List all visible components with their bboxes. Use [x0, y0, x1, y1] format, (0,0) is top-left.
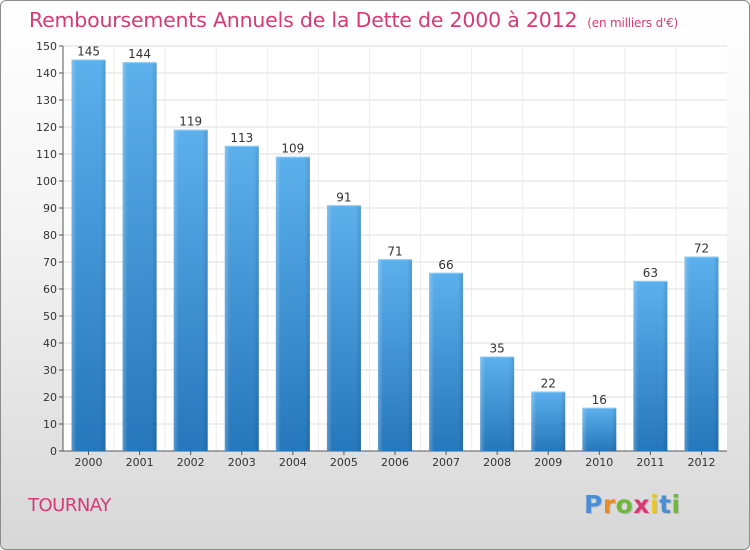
bar-shading [633, 280, 668, 451]
x-tick-label: 2007 [432, 456, 460, 469]
bars [71, 59, 719, 451]
y-tick-label: 140 [36, 67, 57, 80]
logo-letter: t [659, 490, 672, 519]
y-tick-label: 90 [43, 202, 57, 215]
data-label: 71 [387, 244, 402, 258]
y-tick-label: 80 [43, 229, 57, 242]
y-tick-label: 120 [36, 121, 57, 134]
data-label: 91 [336, 190, 351, 204]
logo-letter: i [671, 490, 681, 519]
x-tick-label: 2011 [636, 456, 664, 469]
y-tick-label: 10 [43, 418, 57, 431]
logo-letter: i [650, 490, 660, 519]
chart-title-text: Remboursements Annuels de la Dette de 20… [29, 8, 578, 32]
x-tick-label: 2001 [126, 456, 154, 469]
data-label: 113 [230, 131, 253, 145]
x-tick-labels: 2000 2001 2002 2003 2004 2005 2006 2007 2008 2009… [75, 456, 716, 469]
bar-shading [429, 272, 464, 451]
y-tick-label: 130 [36, 94, 57, 107]
data-label: 109 [281, 142, 304, 156]
bar-shading [275, 156, 310, 451]
x-tick-label: 2012 [687, 456, 715, 469]
data-label: 119 [179, 115, 202, 129]
x-tick-label: 2006 [381, 456, 409, 469]
bar-shading [684, 256, 719, 451]
data-label: 72 [694, 242, 709, 256]
y-tick-label: 0 [50, 445, 57, 458]
bar-shading [531, 391, 566, 451]
y-tick-label: 20 [43, 391, 57, 404]
y-tick-label: 150 [36, 40, 57, 53]
y-tick-label: 50 [43, 310, 57, 323]
bar-shading [480, 356, 515, 451]
y-tick-label: 30 [43, 364, 57, 377]
commune-name: TOURNAY [28, 495, 111, 516]
logo-letter: P [584, 490, 603, 519]
proxiti-logo: Proxiti [584, 490, 681, 519]
x-tick-label: 2002 [177, 456, 205, 469]
bar-shading [173, 129, 208, 451]
y-tick-label: 70 [43, 256, 57, 269]
data-label: 145 [77, 45, 100, 59]
y-tick-label: 40 [43, 337, 57, 350]
x-tick-label: 2003 [228, 456, 256, 469]
data-label: 35 [490, 342, 505, 356]
x-tick-label: 2010 [585, 456, 613, 469]
data-label: 16 [592, 393, 607, 407]
data-label: 22 [541, 377, 556, 391]
x-tick-label: 2008 [483, 456, 511, 469]
y-tick-labels: 0 10 20 30 40 50 60 70 80 90 100 110 120 130 140 150 [36, 40, 57, 458]
bar-shading [378, 259, 412, 451]
data-label: 66 [438, 258, 453, 272]
data-labels: 145 144 119 113 109 91 71 66 35 22 16 63 72 [77, 45, 709, 407]
bar-shading [326, 205, 361, 451]
x-tick-label: 2004 [279, 456, 307, 469]
bar-shading [582, 407, 617, 451]
x-tick-label: 2000 [75, 456, 103, 469]
x-tick-label: 2009 [534, 456, 562, 469]
bar-shading [71, 59, 106, 451]
y-tick-label: 100 [36, 175, 57, 188]
bar-shading [224, 145, 259, 451]
y-tick-label: 60 [43, 283, 57, 296]
x-tick-label: 2005 [330, 456, 358, 469]
bar-shading [122, 62, 157, 451]
logo-letter: o [615, 490, 634, 519]
logo-letter: x [633, 490, 650, 519]
y-tick-label: 110 [36, 148, 57, 161]
logo-letter: r [602, 490, 616, 519]
chart-title: Remboursements Annuels de la Dette de 20… [29, 8, 678, 32]
chart-unit-note: (en milliers d'€) [587, 16, 679, 30]
data-label: 144 [128, 47, 151, 61]
data-label: 63 [643, 266, 658, 280]
